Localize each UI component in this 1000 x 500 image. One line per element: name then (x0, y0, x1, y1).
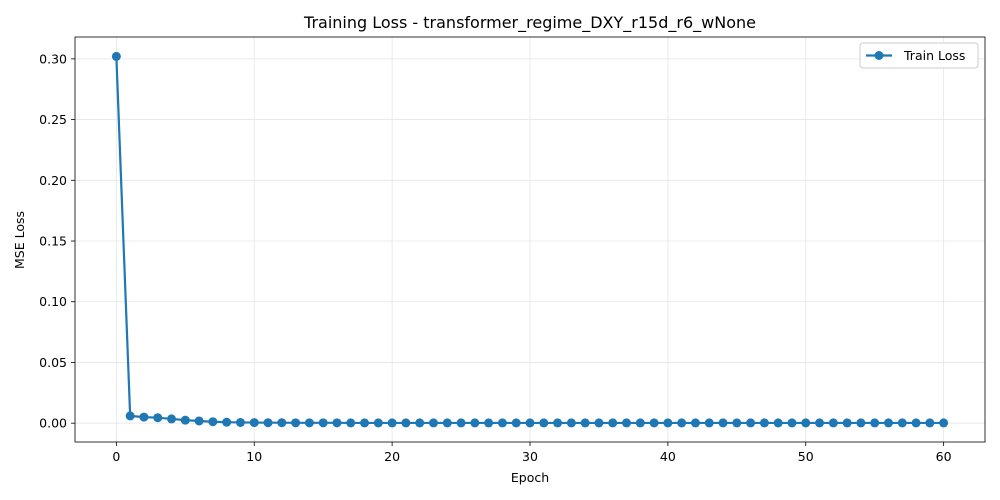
data-point (401, 418, 411, 428)
data-point (539, 418, 549, 428)
data-point (925, 418, 935, 428)
data-point (304, 418, 314, 428)
data-point (663, 418, 673, 428)
data-point (870, 418, 880, 428)
x-tick-label: 10 (246, 449, 262, 464)
data-point (167, 414, 177, 424)
data-point (801, 418, 811, 428)
data-point (318, 418, 328, 428)
x-tick-label: 40 (660, 449, 676, 464)
x-axis-label: Epoch (511, 470, 549, 485)
data-point (677, 418, 687, 428)
grid (75, 37, 985, 442)
data-point (525, 418, 535, 428)
data-point (456, 418, 466, 428)
legend-box (859, 42, 979, 69)
x-tick-label: 0 (112, 449, 120, 464)
data-point (842, 418, 852, 428)
data-point (732, 418, 742, 428)
y-tick-label: 0.20 (39, 173, 67, 188)
data-point (746, 418, 756, 428)
data-point (828, 418, 838, 428)
data-point (194, 416, 204, 426)
data-point (897, 418, 907, 428)
data-point (263, 418, 273, 428)
y-tick-label: 0.25 (39, 112, 67, 127)
data-point (580, 418, 590, 428)
legend: Train Loss (859, 42, 979, 69)
x-tick-label: 60 (936, 449, 952, 464)
data-point (180, 415, 190, 425)
data-point (277, 418, 287, 428)
data-point (111, 51, 121, 61)
data-point (511, 418, 521, 428)
data-point (911, 418, 921, 428)
x-tick-label: 30 (522, 449, 538, 464)
data-point (373, 418, 383, 428)
data-point (704, 418, 714, 428)
data-point (566, 418, 576, 428)
data-point (553, 418, 563, 428)
data-point (787, 418, 797, 428)
data-point (484, 418, 494, 428)
x-tick-label: 50 (798, 449, 814, 464)
data-point (622, 418, 632, 428)
y-tick-label: 0.10 (39, 294, 67, 309)
data-point (222, 417, 232, 427)
x-tick-label: 20 (384, 449, 400, 464)
data-point (442, 418, 452, 428)
y-tick-label: 0.15 (39, 234, 67, 249)
data-point (235, 417, 245, 427)
data-point (608, 418, 618, 428)
data-point (291, 418, 301, 428)
data-point (497, 418, 507, 428)
data-point (718, 418, 728, 428)
legend-marker (874, 51, 884, 60)
data-point (153, 413, 163, 423)
data-point (415, 418, 425, 428)
data-point (759, 418, 769, 428)
y-axis-label: MSE Loss (12, 211, 27, 269)
data-point (125, 411, 135, 421)
data-point (332, 418, 342, 428)
data-point (360, 418, 370, 428)
data-point (856, 418, 866, 428)
data-point (139, 412, 149, 422)
data-point (387, 418, 397, 428)
y-tick-label: 0.00 (39, 416, 67, 431)
data-point (249, 418, 259, 428)
legend-label: Train Loss (903, 48, 965, 63)
data-point (939, 418, 949, 428)
data-point (773, 418, 783, 428)
data-point (428, 418, 438, 428)
axis-ticks: 0 10 20 30 40 50 60 0.00 0.05 0.10 0.15 0.20 0.25 0.3… (39, 51, 951, 464)
data-point (594, 418, 604, 428)
y-tick-label: 0.05 (39, 355, 67, 370)
data-point (208, 417, 218, 427)
data-point (883, 418, 893, 428)
data-point (346, 418, 356, 428)
data-point (470, 418, 480, 428)
data-point (815, 418, 825, 428)
data-point (649, 418, 659, 428)
data-point (635, 418, 645, 428)
series-layer (111, 51, 949, 428)
data-point (690, 418, 700, 428)
y-tick-label: 0.30 (39, 51, 67, 66)
chart-title: Training Loss - transformer_regime_DXY_r… (303, 13, 756, 33)
